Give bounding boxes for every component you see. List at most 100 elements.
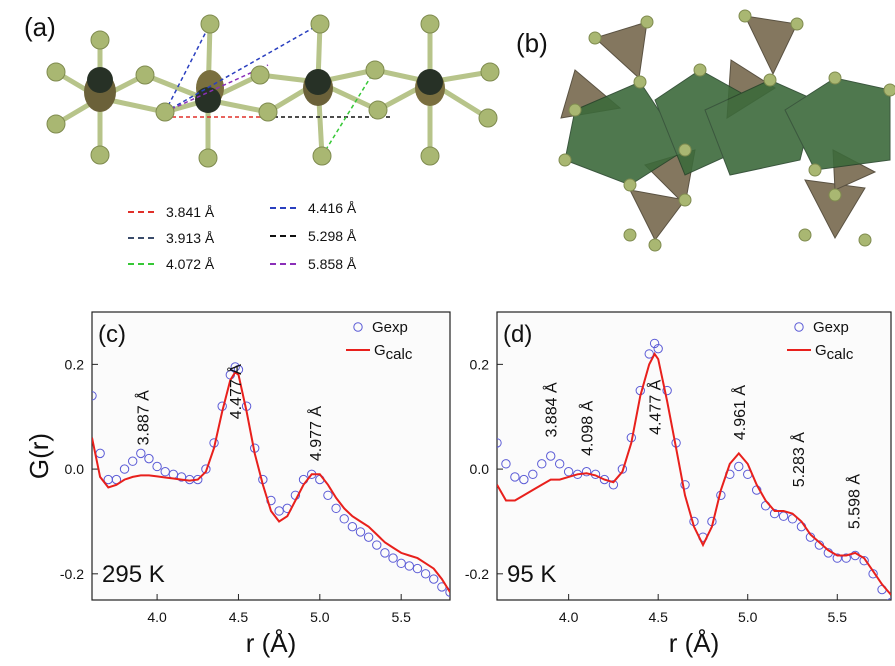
x-tick-label: 4.5 <box>648 609 668 625</box>
legend-gcalc-label: Gcalc <box>374 342 413 363</box>
legend-label: 5.858 Å <box>308 256 357 272</box>
gexp-point <box>528 469 538 480</box>
peak-label: 3.887 Å <box>133 390 152 445</box>
gexp-point <box>429 574 439 584</box>
gexp-point <box>546 451 556 461</box>
x-tick-label: 4.0 <box>147 609 167 625</box>
plot-frame <box>91 311 451 601</box>
legend-item: 3.841 Å <box>128 202 214 222</box>
distance-legend: 3.841 Å 3.913 Å 4.072 Å 4.416 Å 5.298 Å … <box>128 196 388 276</box>
x-axis-label: r (Å) <box>669 628 720 658</box>
gexp-point <box>519 474 529 485</box>
halide-atoms <box>46 14 500 168</box>
plot-area <box>92 362 450 597</box>
temperature-label: 295 K <box>102 561 165 588</box>
peak-label: 5.598 Å <box>844 474 863 529</box>
panel-b-label: (b) <box>516 28 548 58</box>
plot-area <box>497 338 891 600</box>
legend-swatch <box>128 211 154 213</box>
legend-item: 4.072 Å <box>128 254 214 274</box>
gexp-point <box>608 480 619 490</box>
plot-frame <box>496 311 892 601</box>
temperature-label: 95 K <box>507 561 556 588</box>
gexp-point <box>887 597 891 600</box>
peak-label: 4.961 Å <box>730 385 749 440</box>
gcalc-line <box>92 370 450 593</box>
legend-gcalc-sub: calc <box>386 346 413 363</box>
x-tick-label: 5.0 <box>310 609 330 625</box>
peak-label: 4.477 Å <box>646 379 665 434</box>
panel-label: (c) <box>98 321 126 348</box>
gexp-point <box>412 563 423 574</box>
x-tick-label: 4.0 <box>559 609 579 625</box>
gexp-point <box>832 553 842 563</box>
y-tick-label: -0.2 <box>60 566 84 582</box>
gexp-point <box>420 569 431 579</box>
gexp-point <box>581 467 592 477</box>
x-tick-label: 5.5 <box>828 609 848 625</box>
gexp-point <box>160 467 170 477</box>
legend-gcalc-sub: calc <box>827 346 854 363</box>
gexp-point <box>769 508 780 519</box>
panel-a-structure <box>46 14 500 168</box>
gexp-point <box>144 453 154 464</box>
y-tick-label: 0.0 <box>65 461 85 477</box>
legend-swatch <box>270 263 296 265</box>
legend-swatch <box>128 237 154 239</box>
gexp-point <box>380 548 390 558</box>
legend-item: 5.858 Å <box>270 254 356 274</box>
gexp-point <box>644 349 654 359</box>
gexp-point <box>92 391 97 401</box>
legend-gexp-label: Gexp <box>372 319 408 336</box>
legend-gcalc-label: Gcalc <box>815 342 854 363</box>
octahedra <box>564 69 891 186</box>
panel-a-label: (a) <box>24 12 56 42</box>
chart-d: 4.0 4.5 5.0 5.5 0.2 0.0 -0.2 3.884 Å 4.098 Å 4.47… <box>465 311 892 658</box>
legend-swatch <box>270 207 296 209</box>
chart-c: 4.0 4.5 5.0 5.5 0.2 0.0 -0.2 3.887 Å 4.477 Å 4.97… <box>24 311 451 658</box>
gcalc-line <box>497 351 891 596</box>
gexp-point <box>127 456 138 466</box>
gexp-point <box>323 490 333 500</box>
gexp-point <box>653 343 663 354</box>
gexp-point <box>859 556 869 566</box>
legend-gcalc-main: G <box>815 342 827 359</box>
gexp-point <box>136 448 146 459</box>
legend-item: 5.298 Å <box>270 226 356 246</box>
gexp-point <box>599 474 610 485</box>
peak-label: 3.884 Å <box>542 382 561 437</box>
y-axis-label: G(r) <box>24 433 54 479</box>
legend-item: 3.913 Å <box>128 228 214 248</box>
legend-item: 4.416 Å <box>270 198 356 218</box>
gexp-point <box>501 459 511 469</box>
gexp-point <box>331 503 341 514</box>
legend-swatch <box>270 235 296 237</box>
gexp-point <box>274 506 284 516</box>
gexp-point <box>662 385 672 396</box>
peak-label: 4.098 Å <box>578 400 597 455</box>
peak-label: 4.477 Å <box>226 364 245 419</box>
polyhedra-vertices <box>558 9 895 252</box>
dark-metal-atoms <box>87 67 443 113</box>
gexp-point <box>497 438 502 448</box>
gexp-point <box>363 532 374 542</box>
legend-gexp-label: Gexp <box>813 319 849 336</box>
gexp-point <box>680 480 690 490</box>
gexp-point <box>396 558 406 569</box>
y-tick-label: -0.2 <box>465 566 489 582</box>
x-tick-label: 4.5 <box>229 609 249 625</box>
y-tick-label: 0.2 <box>65 356 85 372</box>
legend-label: 4.416 Å <box>308 200 357 216</box>
gexp-point <box>355 527 366 537</box>
x-tick-label: 5.5 <box>391 609 411 625</box>
gexp-point <box>152 461 162 472</box>
legend-label: 3.913 Å <box>166 230 215 246</box>
panel-b-polyhedra <box>558 9 895 252</box>
panel-label: (d) <box>503 321 532 348</box>
gexp-point <box>734 461 744 472</box>
gexp-point <box>201 464 211 474</box>
gexp-point <box>388 553 398 563</box>
gexp-point <box>404 561 415 571</box>
gexp-point <box>841 553 851 563</box>
gexp-point <box>617 464 628 474</box>
